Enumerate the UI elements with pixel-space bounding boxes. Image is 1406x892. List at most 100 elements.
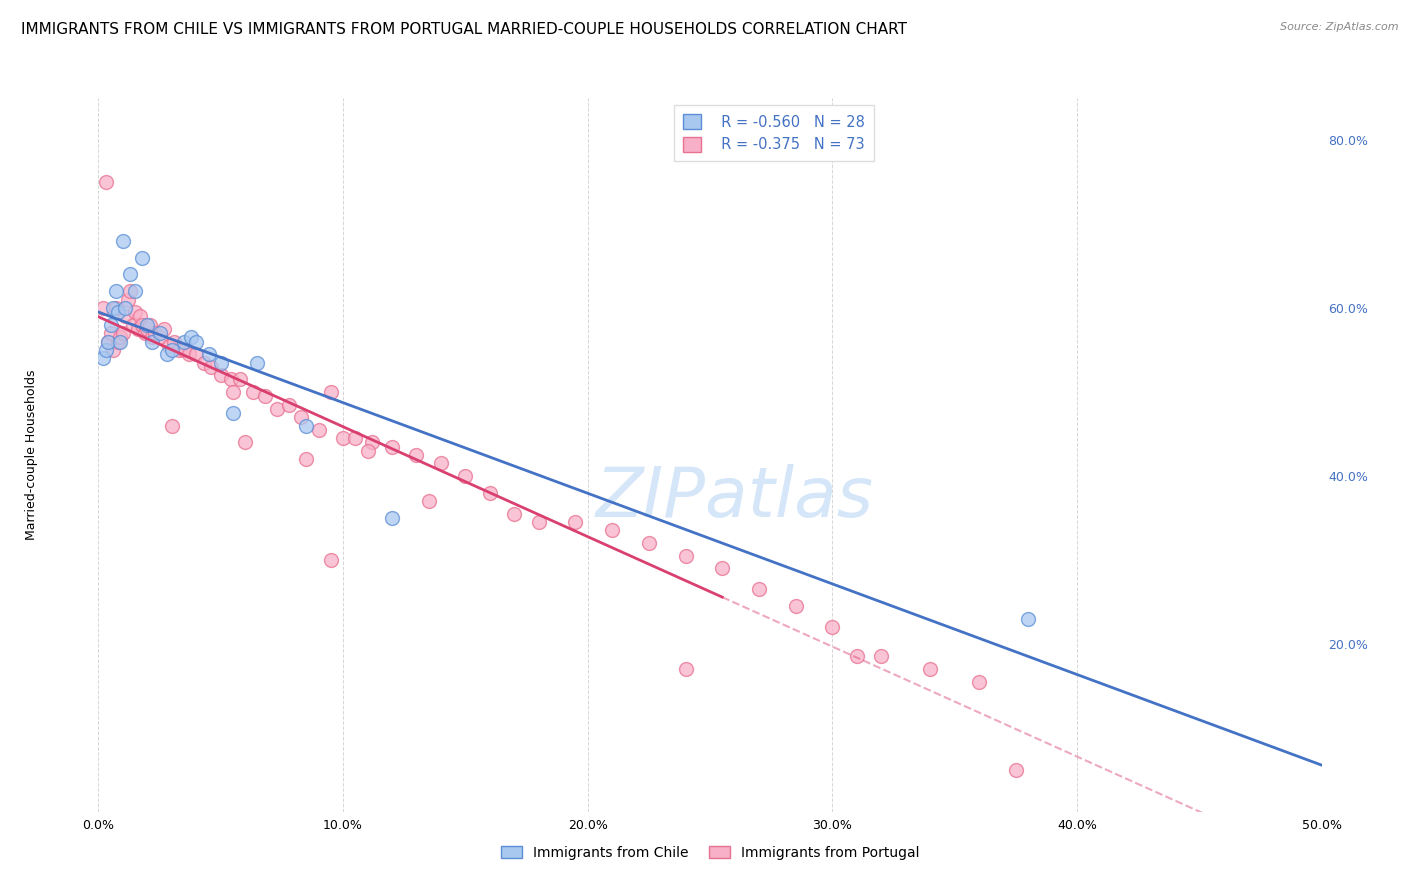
Point (295, 452, 318, 467)
Point (200, 359, 222, 374)
Point (101, 301, 124, 315)
Point (153, 322, 176, 336)
Point (600, 524, 623, 538)
Point (127, 322, 149, 336)
Point (967, 674, 990, 689)
Point (163, 334, 186, 349)
Point (785, 599, 807, 613)
Point (209, 368, 232, 383)
Point (711, 561, 734, 575)
Point (920, 662, 942, 676)
Point (870, 649, 893, 664)
Point (117, 293, 139, 307)
Point (193, 355, 215, 369)
Text: IMMIGRANTS FROM CHILE VS IMMIGRANTS FROM PORTUGAL MARRIED-COUPLE HOUSEHOLDS CORR: IMMIGRANTS FROM CHILE VS IMMIGRANTS FROM… (21, 22, 907, 37)
Legend: Immigrants from Chile, Immigrants from Portugal: Immigrants from Chile, Immigrants from P… (495, 840, 925, 865)
Point (120, 284, 142, 298)
Point (209, 355, 232, 369)
Point (97, 334, 120, 349)
Point (156, 347, 179, 361)
Point (136, 318, 159, 332)
Point (222, 384, 245, 399)
Point (141, 334, 163, 349)
Point (675, 549, 697, 563)
Point (104, 301, 127, 315)
Point (186, 347, 208, 361)
Point (143, 326, 166, 341)
Point (141, 330, 163, 344)
Point (91, 351, 114, 366)
Point (344, 431, 367, 445)
Point (186, 334, 208, 349)
Point (114, 301, 136, 315)
Point (124, 284, 146, 298)
Point (1004, 763, 1026, 777)
Point (124, 305, 146, 319)
Point (136, 322, 159, 336)
Point (121, 318, 143, 332)
Point (160, 343, 183, 357)
Point (278, 398, 301, 412)
Point (405, 448, 427, 462)
Point (100, 318, 122, 332)
Point (219, 372, 242, 386)
Point (253, 389, 276, 403)
Point (177, 347, 200, 361)
Point (478, 485, 501, 500)
Point (94, 175, 117, 189)
Point (91, 301, 114, 315)
Point (319, 384, 342, 399)
Point (104, 284, 127, 298)
Point (638, 536, 661, 550)
Point (111, 326, 134, 341)
Point (246, 355, 269, 369)
Point (180, 330, 202, 344)
Point (361, 435, 384, 450)
Point (114, 310, 136, 324)
Point (111, 234, 134, 248)
Point (821, 620, 844, 634)
Point (173, 343, 195, 357)
Point (149, 330, 172, 344)
Point (381, 440, 404, 454)
Point (120, 268, 142, 282)
Point (173, 334, 195, 349)
Point (290, 410, 312, 425)
Point (107, 305, 129, 319)
Point (129, 310, 152, 324)
Point (845, 649, 868, 664)
Point (222, 406, 245, 420)
Point (266, 401, 288, 416)
Point (454, 469, 477, 483)
Point (167, 343, 190, 357)
Point (134, 326, 156, 341)
Point (418, 494, 440, 508)
Point (131, 318, 153, 332)
Point (233, 435, 256, 450)
Point (332, 431, 354, 445)
Text: Married-couple Households: Married-couple Households (25, 369, 38, 541)
Point (1017, 612, 1039, 626)
Point (110, 334, 132, 349)
Point (295, 418, 318, 433)
Point (356, 443, 378, 458)
Point (430, 456, 453, 470)
Text: Source: ZipAtlas.com: Source: ZipAtlas.com (1281, 22, 1399, 32)
Point (197, 347, 219, 361)
Point (94, 343, 117, 357)
Point (100, 326, 122, 341)
Point (308, 423, 330, 437)
Point (97, 334, 120, 349)
Point (149, 326, 172, 341)
Point (101, 343, 124, 357)
Point (381, 511, 404, 525)
Point (503, 507, 526, 521)
Point (527, 515, 550, 529)
Point (242, 384, 264, 399)
Point (139, 318, 162, 332)
Point (229, 372, 252, 386)
Point (160, 418, 183, 433)
Point (107, 334, 129, 349)
Point (157, 339, 180, 353)
Text: ZIPatlas: ZIPatlas (596, 464, 873, 532)
